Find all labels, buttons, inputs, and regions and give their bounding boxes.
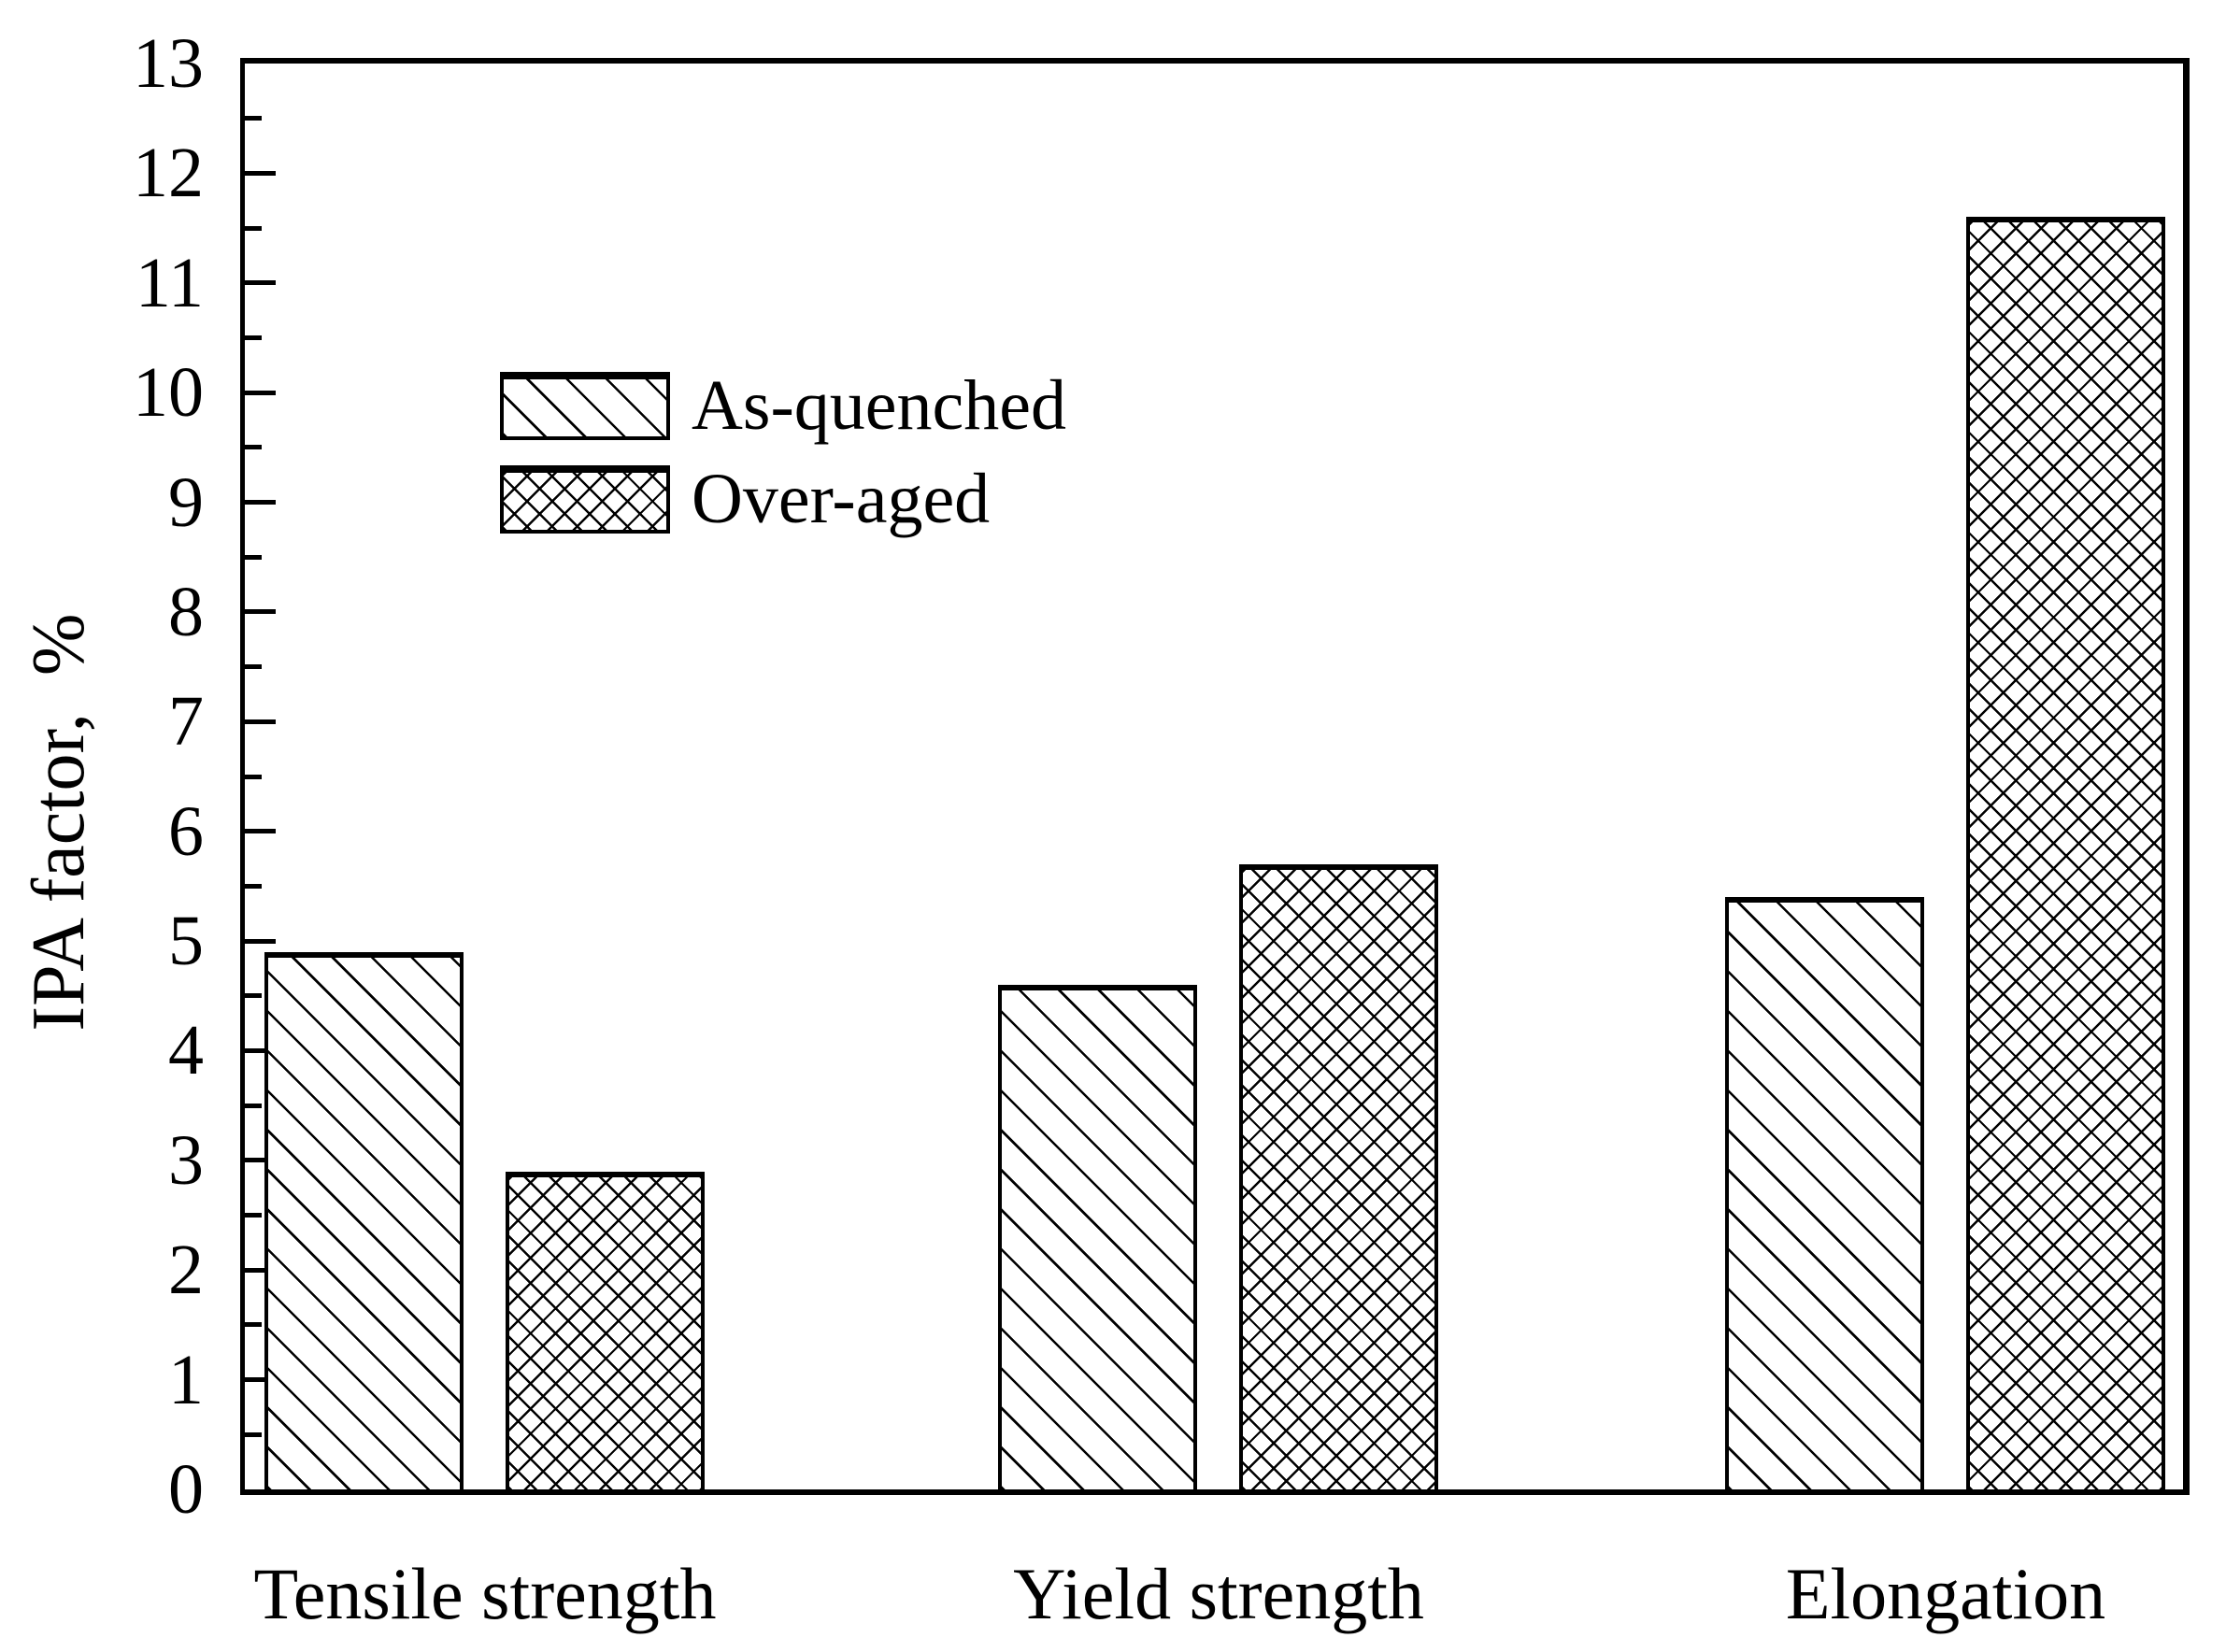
y-axis-major-tick-6 (245, 829, 276, 834)
y-axis-major-tick-2 (245, 1267, 276, 1273)
y-tick-label-7: 7 (168, 682, 204, 762)
y-tick-label-4: 4 (168, 1011, 204, 1090)
legend-label-over-aged: Over-aged (692, 460, 991, 538)
y-axis-minor-tick-8.5 (245, 554, 262, 560)
y-tick-label-12: 12 (133, 134, 204, 213)
bar-over-aged-yield-strength (1239, 864, 1438, 1489)
y-axis-minor-tick-2.5 (245, 1213, 262, 1218)
y-axis-major-tick-11 (245, 280, 276, 286)
x-category-label-tensile-strength: Tensile strength (253, 1553, 717, 1634)
y-axis-major-tick-7 (245, 719, 276, 724)
bar-as-quenched-yield-strength (998, 985, 1197, 1489)
y-axis-minor-tick-4.5 (245, 993, 262, 999)
legend-swatch-over-aged (500, 465, 670, 534)
bar-over-aged-tensile-strength (506, 1172, 705, 1489)
y-tick-label-1: 1 (168, 1340, 204, 1419)
y-axis-major-tick-8 (245, 609, 276, 615)
legend-label-as-quenched: As-quenched (692, 366, 1066, 445)
y-axis-major-tick-12 (245, 170, 276, 176)
bar-as-quenched-tensile-strength (264, 952, 464, 1489)
y-axis-minor-tick-1.5 (245, 1322, 262, 1328)
bar-as-quenched-elongation (1725, 897, 1924, 1489)
y-tick-label-8: 8 (168, 572, 204, 651)
x-category-label-elongation: Elongation (1785, 1553, 2106, 1634)
y-axis-minor-tick-12.5 (245, 116, 262, 121)
y-axis-major-tick-4 (245, 1047, 276, 1053)
y-tick-label-9: 9 (168, 463, 204, 542)
y-tick-label-10: 10 (133, 353, 204, 433)
x-category-label-yield-strength: Yield strength (1013, 1553, 1424, 1634)
y-tick-label-11: 11 (135, 243, 204, 322)
y-tick-label-5: 5 (168, 902, 204, 981)
bar-over-aged-elongation (1966, 217, 2165, 1489)
y-tick-label-2: 2 (168, 1231, 204, 1310)
y-tick-label-13: 13 (133, 24, 204, 103)
y-axis-minor-tick-7.5 (245, 664, 262, 670)
y-axis-minor-tick-11.5 (245, 225, 262, 231)
y-axis-minor-tick-5.5 (245, 883, 262, 889)
y-axis-major-tick-1 (245, 1377, 276, 1383)
y-tick-label-6: 6 (168, 791, 204, 871)
y-axis-minor-tick-0.5 (245, 1431, 262, 1437)
y-axis-major-tick-9 (245, 500, 276, 506)
y-axis-major-tick-3 (245, 1158, 276, 1163)
y-axis-minor-tick-10.5 (245, 335, 262, 340)
y-axis-minor-tick-3.5 (245, 1103, 262, 1108)
y-tick-label-3: 3 (168, 1120, 204, 1200)
y-axis-major-tick-5 (245, 938, 276, 944)
y-axis-major-tick-10 (245, 390, 276, 395)
y-axis-minor-tick-6.5 (245, 774, 262, 779)
legend-swatch-as-quenched (500, 372, 670, 440)
y-axis-minor-tick-9.5 (245, 445, 262, 450)
y-tick-label-0: 0 (168, 1450, 204, 1529)
plot-area: As-quenched Over-aged (240, 58, 2190, 1495)
